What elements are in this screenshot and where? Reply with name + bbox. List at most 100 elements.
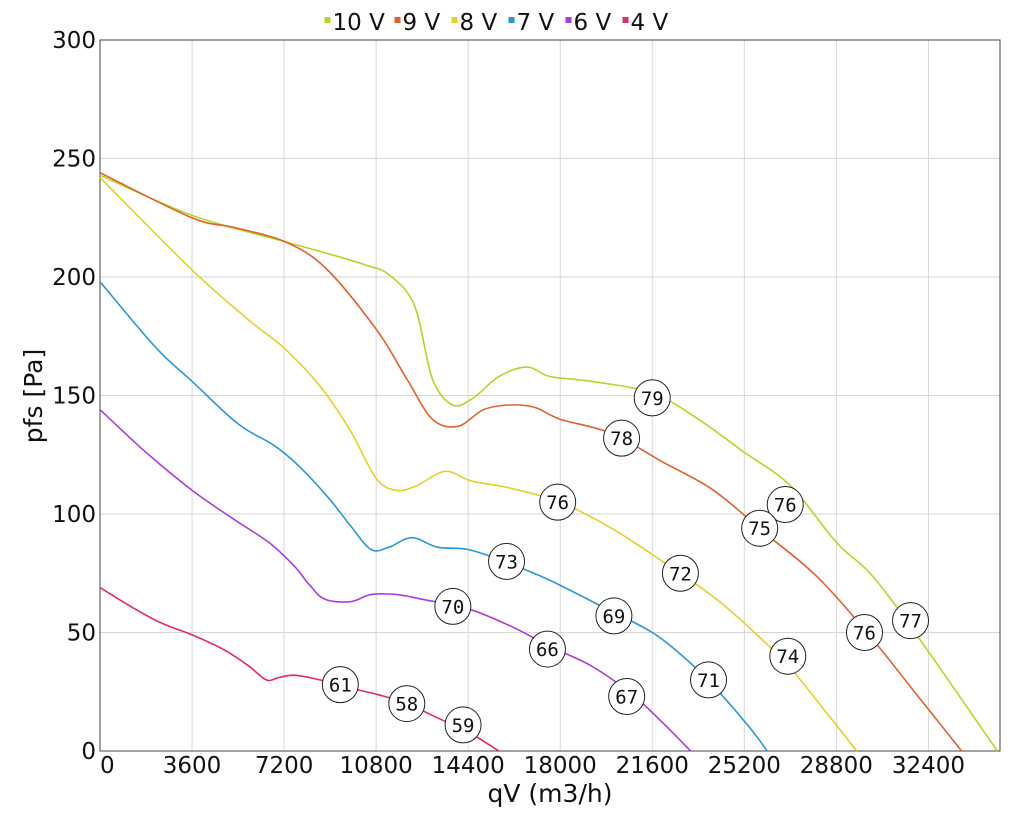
legend-swatch [394, 17, 401, 23]
legend-swatch [451, 17, 458, 23]
badge-circle [321, 666, 359, 704]
legend-item[interactable]: 7 V [508, 10, 555, 36]
operating-point-badge: 73 [488, 542, 526, 580]
operating-point-badge: 71 [690, 661, 728, 699]
operating-point-badge: 76 [766, 486, 804, 524]
x-tick-label: 10800 [340, 753, 413, 779]
y-tick-label: 50 [67, 621, 96, 647]
legend-item[interactable]: 8 V [451, 10, 498, 36]
x-tick-label: 7200 [255, 753, 314, 779]
badge-value: 77 [899, 611, 922, 633]
badge-circle [741, 509, 779, 547]
series-line-6v [99, 409, 692, 752]
x-axis-title: qV (m3/h) [488, 779, 613, 808]
legend-item[interactable]: 10 V [324, 10, 386, 36]
badge-circle [528, 630, 566, 668]
plot-frame [99, 39, 1001, 752]
badge-circle [603, 419, 641, 457]
badge-value: 76 [546, 492, 569, 514]
badge-value: 76 [774, 495, 797, 517]
x-tick-label: 21600 [616, 753, 689, 779]
badge-circle [539, 483, 577, 521]
x-tick-label: 25200 [708, 753, 781, 779]
badge-circle [488, 542, 526, 580]
y-tick-label: 300 [52, 28, 96, 54]
y-tick-label: 250 [52, 147, 96, 173]
operating-point-badge: 58 [388, 685, 426, 723]
badge-circle [434, 587, 472, 625]
badge-value: 67 [615, 686, 638, 708]
operating-point-badge: 79 [633, 379, 671, 417]
badge-value: 76 [853, 623, 876, 645]
badge-circle [769, 637, 807, 675]
y-tick-label: 150 [52, 384, 96, 410]
badge-value: 69 [602, 606, 625, 628]
legend[interactable]: 10 V 9 V 8 V 7 V 6 V 4 V [324, 10, 669, 36]
badge-value: 79 [641, 388, 664, 410]
legend-label: 9 V [403, 10, 441, 36]
badge-circle [661, 554, 699, 592]
badge-circle [690, 661, 728, 699]
badge-value: 74 [776, 646, 799, 668]
y-tick-label: 0 [81, 739, 96, 765]
badge-value: 71 [697, 670, 720, 692]
axis-ticks: 0 3600 7200 10800 14400 18000 21600 25200 28800 3… [52, 28, 965, 779]
operating-point-badge: 61 [321, 666, 359, 704]
legend-label: 6 V [574, 10, 612, 36]
legend-item[interactable]: 9 V [394, 10, 441, 36]
operating-point-badge: 77 [892, 602, 930, 640]
badge-circle [388, 685, 426, 723]
operating-point-badge: 69 [595, 597, 633, 635]
badge-value: 75 [748, 518, 771, 540]
badge-circle [845, 614, 883, 651]
series-line-10v [99, 174, 999, 752]
badge-circle [766, 486, 804, 524]
badge-value: 66 [536, 639, 559, 661]
badge-value: 58 [395, 694, 418, 716]
badge-value: 70 [441, 596, 464, 618]
legend-swatch [565, 17, 572, 23]
operating-point-badge: 75 [741, 509, 779, 547]
legend-item[interactable]: 4 V [622, 10, 669, 36]
series-line-9v [99, 171, 963, 752]
x-tick-label: 14400 [432, 753, 505, 779]
operating-point-badge: 76 [539, 483, 577, 521]
badge-circle [608, 677, 646, 715]
x-tick-label: 18000 [524, 753, 597, 779]
badge-value: 78 [610, 428, 633, 450]
badge-value: 61 [329, 675, 352, 697]
x-tick-label: 32400 [892, 753, 965, 779]
legend-label: 7 V [517, 10, 555, 36]
operating-point-badge: 66 [528, 630, 566, 668]
operating-point-badge: 78 [603, 419, 641, 457]
badge-circle [595, 597, 633, 635]
legend-label: 10 V [333, 10, 386, 36]
y-tick-label: 200 [52, 265, 96, 291]
legend-swatch [324, 17, 331, 23]
x-tick-label: 28800 [800, 753, 873, 779]
series-line-7v [99, 281, 768, 752]
legend-swatch [622, 17, 629, 23]
operating-point-badge: 67 [608, 677, 646, 715]
operating-point-badge: 70 [434, 587, 472, 625]
series-line-8v [99, 176, 858, 752]
badge-circle [444, 706, 482, 744]
badge-value: 73 [495, 551, 518, 573]
operating-point-badge: 59 [444, 706, 482, 744]
badge-circle [633, 379, 671, 417]
x-tick-label: 3600 [163, 753, 222, 779]
y-tick-label: 100 [52, 502, 96, 528]
badge-circle [892, 602, 930, 640]
legend-label: 4 V [631, 10, 669, 36]
operating-point-badge: 76 [845, 614, 883, 651]
legend-swatch [508, 17, 515, 23]
badge-value: 59 [452, 715, 475, 737]
legend-label: 8 V [460, 10, 498, 36]
legend-item[interactable]: 6 V [565, 10, 612, 36]
y-axis-title: pfs [Pa] [19, 349, 48, 443]
operating-point-badge: 74 [769, 637, 807, 675]
badge-value: 72 [669, 563, 692, 585]
operating-point-badge: 72 [661, 554, 699, 592]
